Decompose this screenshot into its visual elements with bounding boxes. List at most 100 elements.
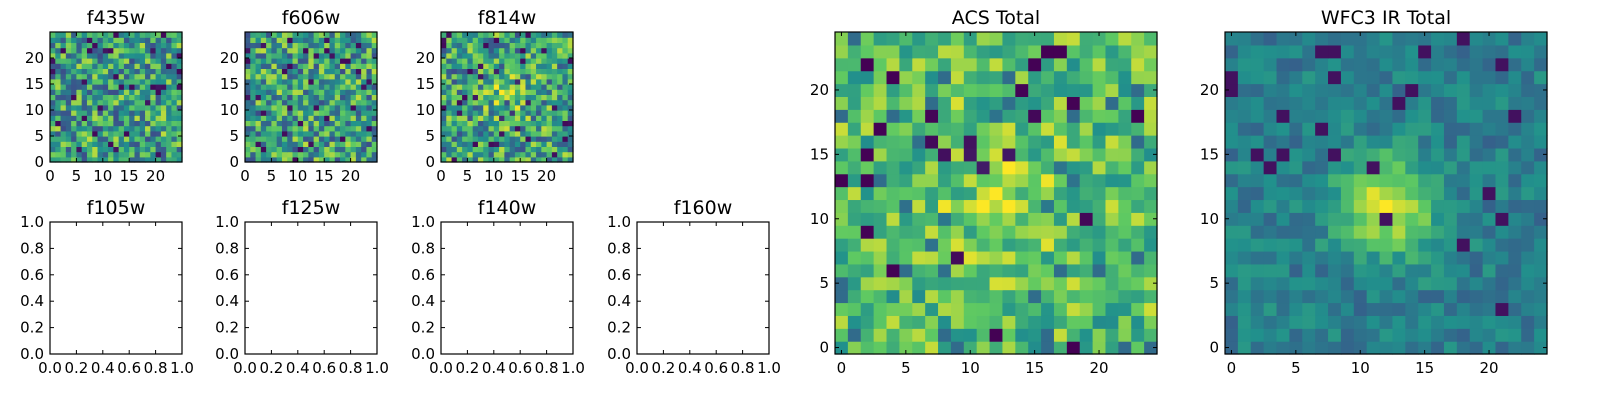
heatmap-cell [483,125,490,132]
heatmap-cell [562,104,569,111]
heatmap-cell [504,78,511,85]
heatmap-cell [113,125,120,132]
heatmap-cell [1053,238,1068,252]
heatmap-cell [102,125,109,132]
heatmap-cell [467,141,474,147]
heatmap-cell [166,125,173,132]
heatmap-cell [483,94,490,101]
heatmap-cell [345,141,352,147]
heatmap-cell [255,146,262,153]
heatmap-cell [499,73,505,80]
heatmap-cell [1456,70,1471,85]
heatmap-cell [835,315,849,329]
heatmap-cell [562,73,569,80]
heatmap-cell [97,156,104,163]
heatmap-cell [1469,83,1484,97]
heatmap-cell [1366,212,1381,226]
heatmap-cell [245,99,251,106]
heatmap-cell [1521,173,1535,188]
heatmap-cell [1289,238,1303,252]
heatmap-cell [334,78,341,85]
heatmap-cell [873,276,888,291]
heatmap-cell [1028,238,1042,252]
heatmap-cell [1328,315,1342,329]
heatmap-cell [150,89,157,95]
y-tick-label: 15 [416,75,435,93]
heatmap-cell [873,57,888,72]
heatmap-cell [551,63,558,69]
heatmap-cell [350,110,357,116]
heatmap-cell [1418,328,1432,342]
heatmap-cell [118,89,125,95]
x-tick-label: 10 [288,167,307,185]
heatmap-cell [1263,225,1278,239]
heatmap-cell [271,94,278,101]
heatmap-cell [925,147,939,162]
heatmap-cell [1131,44,1145,59]
heatmap-cell [989,57,1004,72]
heatmap-cell [976,289,991,304]
heatmap-cell [1495,122,1509,136]
heatmap-cell [525,156,532,163]
heatmap-cell [129,104,136,111]
heatmap-cell [129,141,136,147]
heatmap-cell [1250,186,1265,201]
heatmap-cell [925,315,939,329]
heatmap-cell [546,84,553,90]
heatmap-cell [1015,225,1029,239]
heatmap-cell [1289,302,1303,316]
panel-title: f125w [282,197,341,219]
heatmap-cell [303,110,309,116]
heatmap-cell [912,289,926,304]
heatmap-cell [297,32,304,38]
heatmap-cell [361,42,368,49]
heatmap-cell [308,32,315,38]
heatmap-cell [1131,289,1145,304]
heatmap-cell [60,130,67,137]
heatmap-cell [1053,212,1068,226]
heatmap-cell [266,52,272,59]
heatmap-cell [150,84,157,90]
heatmap-cell [1495,238,1509,252]
heatmap-cell [1225,109,1239,123]
heatmap-cell [345,68,352,75]
heatmap-cell [1456,135,1471,149]
heatmap-cell [145,156,151,163]
heatmap-cell [108,141,114,147]
heatmap-cell [1405,109,1419,123]
heatmap-cell [134,47,141,54]
heatmap-cell [509,120,516,127]
heatmap-cell [514,104,521,111]
heatmap-cell [139,156,146,163]
heatmap-cell [1495,212,1509,226]
heatmap-cell [546,42,553,49]
heatmap-cell [472,136,479,142]
heatmap-cell [1225,135,1239,149]
heatmap-cell [324,130,331,137]
y-tick-label: 0 [819,339,829,357]
heatmap-cell [1392,276,1406,291]
heatmap-cell [276,68,283,75]
heatmap-cell [504,125,511,132]
heatmap-cell [446,32,453,38]
heatmap-cell [1469,186,1484,201]
heatmap-cell [1353,109,1368,123]
heatmap-cell [1443,302,1458,316]
heatmap-cell [1340,70,1355,85]
heatmap-cell [287,125,294,132]
heatmap-cell [160,68,167,75]
heatmap-cell [271,110,278,116]
heatmap-cell [123,84,130,90]
heatmap-cell [1418,289,1432,304]
heatmap-cell [976,250,991,265]
heatmap-cell [55,89,62,95]
heatmap-cell [1092,83,1107,97]
heatmap-cell [255,94,262,101]
heatmap-cell [160,52,167,59]
heatmap-cell [108,146,114,153]
x-tick-label: 20 [1089,359,1108,377]
heatmap-cell [504,89,511,95]
y-tick-label: 15 [220,75,239,93]
heatmap-cell [71,63,77,69]
heatmap-cell [276,141,283,147]
